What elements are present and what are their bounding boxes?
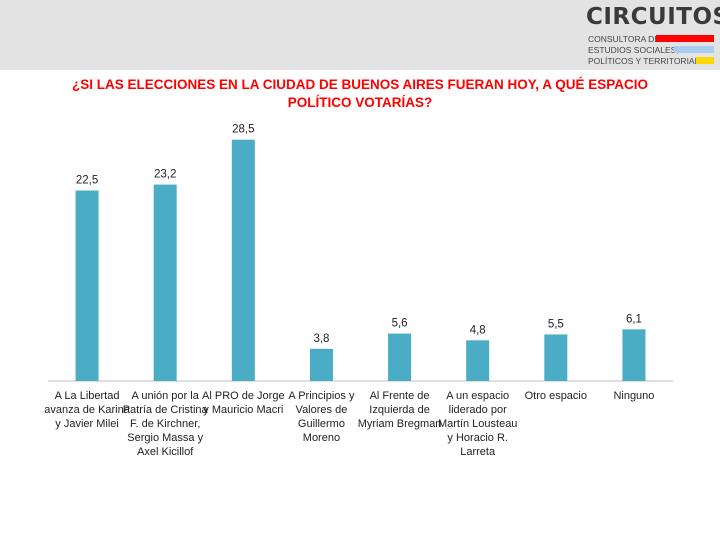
category-label-4: A Principios y Valores de Guillermo More… <box>288 390 355 444</box>
bar-7 <box>544 334 568 381</box>
logo-bar-red <box>656 35 714 42</box>
logo-bar-blue <box>674 46 714 53</box>
category-label-5: Al Frente de Izquierda de Myriam Bregman <box>357 390 442 430</box>
category-label-1: A La Libertad avanza de Karina y Javier … <box>44 390 130 430</box>
data-label-2: 23,2 <box>154 169 176 181</box>
category-label-2: A unión por la Patría de Cristina F. de … <box>122 390 208 458</box>
header-band <box>0 0 720 70</box>
data-label-6: 4,8 <box>470 324 486 336</box>
bar-4 <box>309 348 333 381</box>
logo-tagline-3: POLÍTICOS Y TERRITORIALES <box>588 56 711 66</box>
data-label-8: 6,1 <box>626 313 642 325</box>
bar-3 <box>231 139 255 381</box>
category-label-3: Al PRO de Jorge y Mauricio Macri <box>202 390 285 416</box>
data-label-3: 28,5 <box>232 124 254 136</box>
logo-brand: CIRCUITOS <box>586 4 720 30</box>
logo-bar-yellow <box>696 57 714 64</box>
chart-title: ¿SI LAS ELECCIONES EN LA CIUDAD DE BUENO… <box>71 77 649 110</box>
bar-2 <box>153 184 177 381</box>
logo-tagline-2: ESTUDIOS SOCIALES, <box>588 45 679 55</box>
bar-5 <box>388 333 412 381</box>
data-label-4: 3,8 <box>313 333 329 345</box>
logo-tagline-1: CONSULTORA DE <box>588 34 660 44</box>
category-label-6: A un espacio liderado por Martín Loustea… <box>437 390 518 458</box>
category-label-8: Ninguno <box>613 390 655 402</box>
bar-8 <box>622 329 646 381</box>
bar-1 <box>75 190 99 381</box>
data-label-7: 5,5 <box>548 318 564 330</box>
bar-6 <box>466 340 490 381</box>
category-label-7: Otro espacio <box>524 390 587 402</box>
data-label-1: 22,5 <box>76 175 98 187</box>
data-label-5: 5,6 <box>392 318 408 330</box>
circuitos-logo: CIRCUITOS CONSULTORA DE ESTUDIOS SOCIALE… <box>586 4 720 66</box>
